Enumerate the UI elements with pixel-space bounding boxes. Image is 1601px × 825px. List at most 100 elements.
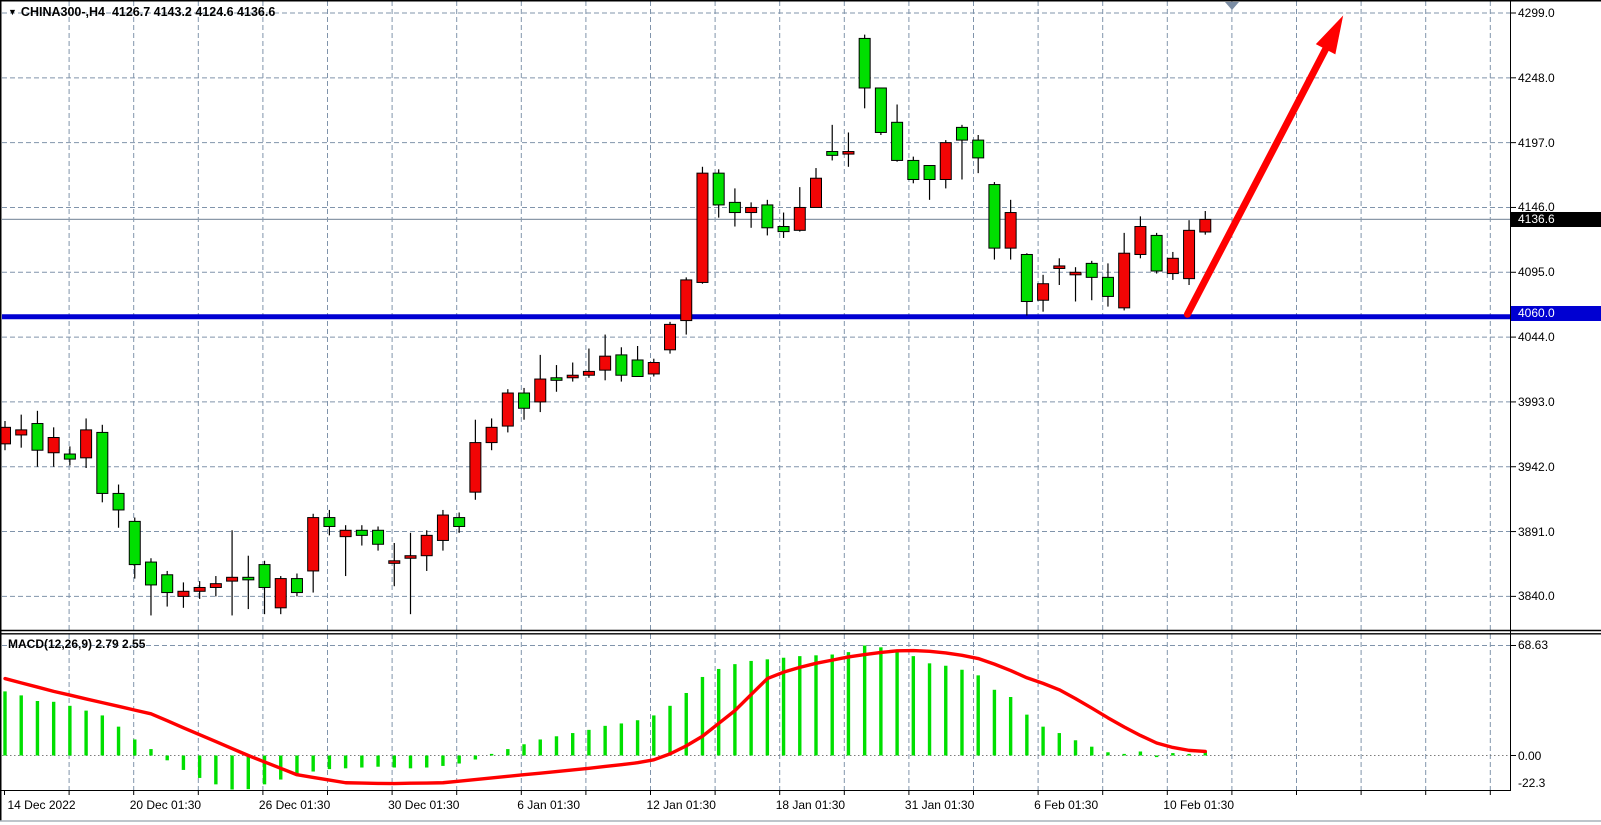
- candle-bull: [15, 429, 28, 436]
- candle-bear: [161, 574, 174, 594]
- macd-histogram-bar: [506, 749, 510, 756]
- macd-histogram-bar: [149, 749, 153, 756]
- candle-bear: [728, 201, 741, 214]
- macd-histogram-bar: [862, 645, 867, 756]
- candle-bull: [485, 426, 498, 444]
- macd-histogram-bar: [3, 691, 7, 756]
- macd-histogram-bar: [51, 701, 56, 756]
- candle-bull: [436, 514, 449, 541]
- candle-bear: [1085, 262, 1098, 278]
- macd-histogram-bar: [992, 689, 997, 756]
- chart-shift-marker-icon: [1225, 2, 1239, 10]
- candle-bear: [1020, 253, 1033, 303]
- candle-bear: [1101, 276, 1114, 297]
- candle-bull: [680, 279, 693, 322]
- macd-tick-label: 68.63: [1518, 638, 1549, 653]
- candle-bear: [453, 517, 466, 527]
- macd-histogram-bar: [343, 755, 348, 769]
- macd-histogram-bar: [295, 755, 299, 775]
- candle-bear: [891, 121, 904, 161]
- candle-bear: [761, 204, 774, 229]
- macd-histogram-bar: [603, 725, 607, 756]
- candle-bull: [420, 534, 433, 557]
- macd-histogram-bar: [1073, 740, 1078, 756]
- candle-bull: [793, 206, 806, 231]
- macd-histogram-bar: [181, 755, 186, 770]
- candle-bull: [1037, 283, 1050, 301]
- macd-histogram-bar: [246, 755, 250, 790]
- candle-bull: [745, 206, 758, 214]
- macd-histogram-bar: [133, 739, 137, 756]
- macd-histogram-bar: [554, 736, 559, 756]
- macd-histogram-bar: [765, 659, 770, 756]
- macd-histogram-bar: [84, 710, 88, 756]
- macd-histogram-bar: [830, 654, 834, 756]
- support-level-badge: 4060.0: [1511, 306, 1601, 321]
- macd-histogram-bar: [635, 720, 640, 756]
- candle-bull: [1199, 218, 1212, 233]
- candle-bull: [388, 560, 401, 564]
- candle-bear: [777, 226, 790, 233]
- macd-histogram-bar: [911, 656, 916, 756]
- macd-histogram-bar: [538, 739, 542, 756]
- ohlc-values: 4126.7 4143.2 4124.6 4136.6: [111, 5, 276, 19]
- macd-histogram-bar: [197, 755, 202, 778]
- price-tick-label: 4248.0: [1518, 70, 1555, 85]
- time-tick-label: 14 Dec 2022: [7, 798, 76, 812]
- candle-bear: [1150, 234, 1163, 272]
- macd-histogram-bar: [457, 755, 461, 764]
- candle-bull: [47, 437, 60, 454]
- macd-histogram-bar: [749, 660, 753, 756]
- candle-bear: [355, 529, 368, 536]
- macd-histogram-bar: [700, 676, 705, 756]
- macd-histogram-bar: [214, 755, 218, 785]
- candle-bear: [712, 172, 725, 206]
- candle-bull: [177, 590, 190, 597]
- macd-tick-label: 0.00: [1518, 748, 1542, 763]
- candle-bear: [631, 359, 644, 377]
- macd-histogram-bar: [1138, 751, 1143, 756]
- macd-histogram-bar: [327, 755, 332, 770]
- macd-histogram-bar: [1041, 726, 1045, 756]
- time-tick-label: 26 Dec 01:30: [258, 798, 331, 812]
- macd-histogram-bar: [425, 755, 429, 768]
- candle-bull: [501, 392, 514, 427]
- macd-histogram-bar: [35, 701, 40, 756]
- macd-histogram-bar: [1008, 696, 1013, 756]
- candle-bull: [339, 529, 352, 538]
- candle-bear: [955, 126, 968, 141]
- candle-bull: [534, 378, 547, 403]
- panel-separator-handle[interactable]: [0, 629, 1601, 635]
- candle-bear: [144, 561, 157, 586]
- symbol-dropdown-icon[interactable]: ▼: [8, 7, 17, 17]
- price-tick-label: 4095.0: [1518, 265, 1555, 280]
- price-tick-label: 4146.0: [1518, 200, 1555, 215]
- candle-bear: [242, 576, 255, 581]
- macd-histogram-bar: [1154, 755, 1159, 758]
- candle-bear: [31, 423, 44, 451]
- macd-histogram-bar: [927, 663, 932, 756]
- candle-bear: [290, 578, 303, 594]
- candle-bear: [826, 151, 839, 156]
- candle-bull: [1053, 265, 1066, 269]
- macd-histogram-bar: [684, 692, 688, 756]
- candle-bull: [664, 323, 677, 351]
- macd-histogram-bar: [522, 744, 526, 756]
- macd-signal-line: [3, 648, 1207, 786]
- macd-histogram-bar: [1106, 752, 1110, 756]
- candle-bull: [566, 374, 579, 379]
- macd-histogram-bar: [798, 656, 802, 756]
- price-tick-label: 3891.0: [1518, 524, 1555, 539]
- candle-bull: [1118, 252, 1131, 309]
- candle-bear: [874, 87, 887, 133]
- time-tick-label: 6 Feb 01:30: [1034, 798, 1099, 812]
- candle-bull: [599, 355, 612, 371]
- candle-bull: [810, 177, 822, 208]
- price-tick-label: 4197.0: [1518, 135, 1555, 150]
- macd-histogram-bar: [473, 755, 478, 760]
- macd-histogram-bar: [230, 755, 234, 790]
- macd-histogram-bar: [1187, 753, 1191, 756]
- candle-bull: [582, 370, 595, 376]
